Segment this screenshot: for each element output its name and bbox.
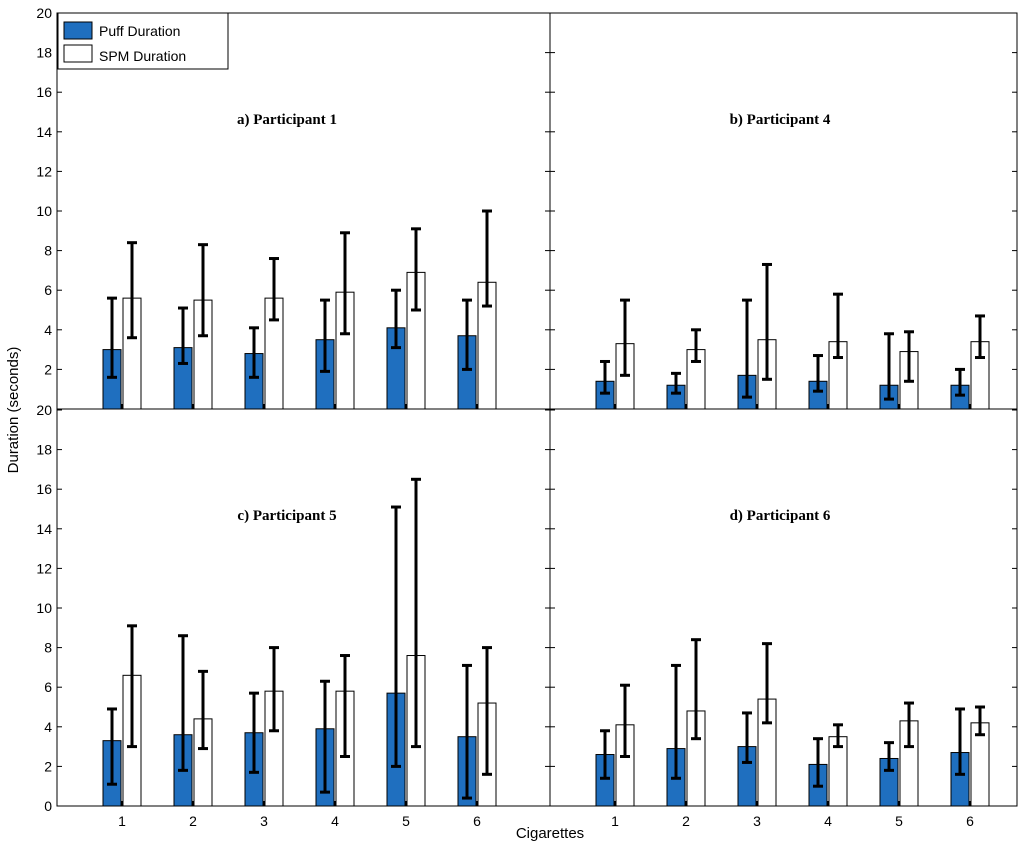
y-tick-label-bottom: 6 bbox=[44, 679, 52, 695]
panel-title: b) Participant 4 bbox=[730, 112, 831, 128]
y-tick-label-bottom: 18 bbox=[36, 442, 52, 458]
panel-title: a) Participant 1 bbox=[237, 112, 337, 128]
y-tick-label-top: 18 bbox=[36, 45, 52, 61]
y-tick-label-top: 6 bbox=[44, 282, 52, 298]
panel-3: c) Participant 5 bbox=[102, 477, 497, 807]
y-tick-label-bottom: 14 bbox=[36, 521, 52, 537]
panel-1: a) Participant 1 bbox=[102, 112, 497, 410]
y-tick-label-top: 16 bbox=[36, 84, 52, 100]
y-tick-label-top: 20 bbox=[36, 5, 52, 21]
x-axis-label: Cigarettes bbox=[516, 825, 584, 842]
x-tick-label: 3 bbox=[753, 813, 761, 829]
legend: Puff Duration SPM Duration bbox=[57, 12, 229, 70]
y-tick-label-top: 8 bbox=[44, 243, 52, 259]
y-tick-label-bottom: 8 bbox=[44, 640, 52, 656]
x-tick-label: 2 bbox=[189, 813, 197, 829]
x-tick-label: 6 bbox=[473, 813, 481, 829]
legend-swatch-puff bbox=[63, 21, 93, 40]
y-tick-label-bottom: 4 bbox=[44, 719, 52, 735]
y-tick-label-top: 12 bbox=[36, 163, 52, 179]
y-tick-label-bottom: 20 bbox=[36, 402, 52, 418]
legend-label-puff: Puff Duration bbox=[99, 23, 180, 39]
y-tick-label-top: 10 bbox=[36, 203, 52, 219]
x-tick-label: 4 bbox=[331, 813, 339, 829]
x-tick-label: 3 bbox=[260, 813, 268, 829]
x-tick-label: 5 bbox=[402, 813, 410, 829]
x-tick-label: 4 bbox=[824, 813, 832, 829]
panel-title: d) Participant 6 bbox=[730, 508, 831, 524]
x-tick-label: 2 bbox=[682, 813, 690, 829]
panel-2: b) Participant 4 bbox=[595, 112, 990, 410]
panel-4: d) Participant 6 bbox=[595, 508, 990, 807]
x-tick-label: 1 bbox=[118, 813, 126, 829]
legend-swatch-spm bbox=[63, 44, 93, 63]
x-tick-label: 1 bbox=[611, 813, 619, 829]
y-tick-label-bottom: 12 bbox=[36, 560, 52, 576]
y-tick-label-bottom: 16 bbox=[36, 481, 52, 497]
y-tick-label-bottom: 0 bbox=[44, 798, 52, 814]
x-tick-label: 5 bbox=[895, 813, 903, 829]
x-tick-label: 6 bbox=[966, 813, 974, 829]
y-tick-label-bottom: 2 bbox=[44, 758, 52, 774]
y-tick-label-top: 4 bbox=[44, 322, 52, 338]
y-tick-label-top: 14 bbox=[36, 124, 52, 140]
y-tick-label-bottom: 10 bbox=[36, 600, 52, 616]
y-tick-label-top: 2 bbox=[44, 361, 52, 377]
y-axis-label: Duration (seconds) bbox=[5, 347, 22, 474]
panels: a) Participant 1 b) Participant 4 c) Parti… bbox=[102, 112, 990, 807]
legend-label-spm: SPM Duration bbox=[99, 48, 186, 64]
panel-title: c) Participant 5 bbox=[237, 508, 336, 524]
